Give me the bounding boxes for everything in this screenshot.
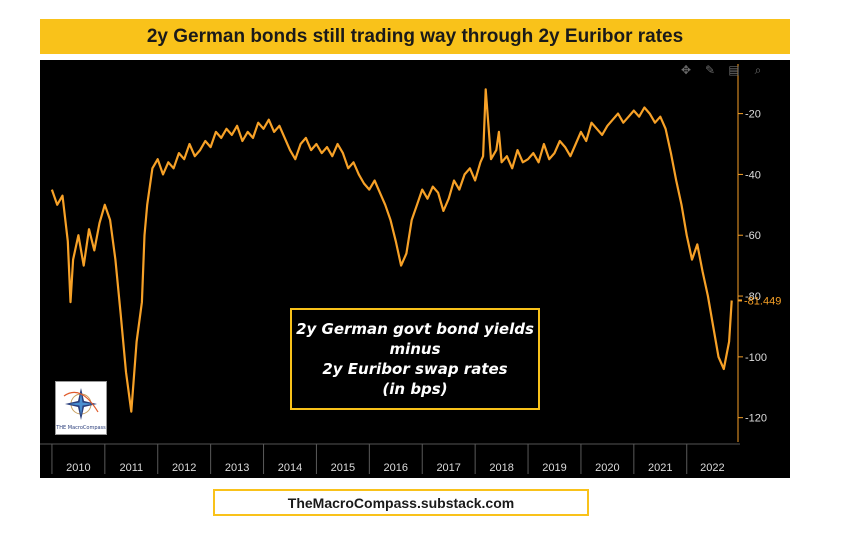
logo-text: THE MacroCompass xyxy=(56,425,106,431)
x-tick-label: 2022 xyxy=(700,462,724,474)
save-icon[interactable]: ▤ xyxy=(728,63,740,77)
x-tick-label: 2016 xyxy=(384,462,408,474)
x-tick-label: 2019 xyxy=(542,462,566,474)
x-tick-label: 2017 xyxy=(436,462,460,474)
y-tick-label: -60 xyxy=(745,230,761,242)
annotation-line-1: 2y German govt bond yields xyxy=(296,320,534,338)
chart-title: 2y German bonds still trading way throug… xyxy=(146,25,684,47)
footer-link[interactable]: TheMacroCompass.substack.com xyxy=(287,494,515,511)
last-value-label: -81.449 xyxy=(744,295,781,307)
x-tick-label: 2013 xyxy=(225,462,249,474)
y-tick-label: -20 xyxy=(745,109,761,121)
series-line xyxy=(50,88,733,413)
x-tick-label: 2021 xyxy=(648,462,672,474)
x-tick-label: 2012 xyxy=(172,462,196,474)
annotation-line-3: 2y Euribor swap rates xyxy=(322,360,508,378)
x-tick-label: 2010 xyxy=(66,462,90,474)
x-tick-label: 2014 xyxy=(278,462,302,474)
move-icon[interactable]: ✥ xyxy=(680,63,692,77)
annotation-line-4: (in bps) xyxy=(382,380,448,398)
draw-icon[interactable]: ✎ xyxy=(704,63,716,77)
y-tick-label: -120 xyxy=(745,413,767,425)
annotation-line-2: minus xyxy=(389,340,441,358)
line-chart: -20 -40 -60 -80 -100 -120 2010 2011 2012 2013 2014… xyxy=(40,64,781,474)
chart-title-banner: 2y German bonds still trading way throug… xyxy=(40,19,790,54)
macro-compass-logo: THE MacroCompass xyxy=(55,381,107,435)
footer-banner[interactable]: TheMacroCompass.substack.com xyxy=(213,489,589,516)
annotation-box: 2y German govt bond yields minus 2y Euri… xyxy=(290,308,540,410)
y-tick-label: -40 xyxy=(745,169,761,181)
x-tick-label: 2020 xyxy=(595,462,619,474)
chart-panel: -20 -40 -60 -80 -100 -120 2010 2011 2012 2013 2014… xyxy=(40,60,790,478)
y-tick-label: -80 xyxy=(745,291,761,303)
x-tick-label: 2011 xyxy=(119,462,143,474)
zoom-icon[interactable]: ⌕ xyxy=(754,63,762,77)
x-tick-label: 2015 xyxy=(331,462,355,474)
compass-star-icon xyxy=(63,388,99,420)
y-tick-label: -100 xyxy=(745,352,767,364)
x-tick-label: 2018 xyxy=(489,462,513,474)
